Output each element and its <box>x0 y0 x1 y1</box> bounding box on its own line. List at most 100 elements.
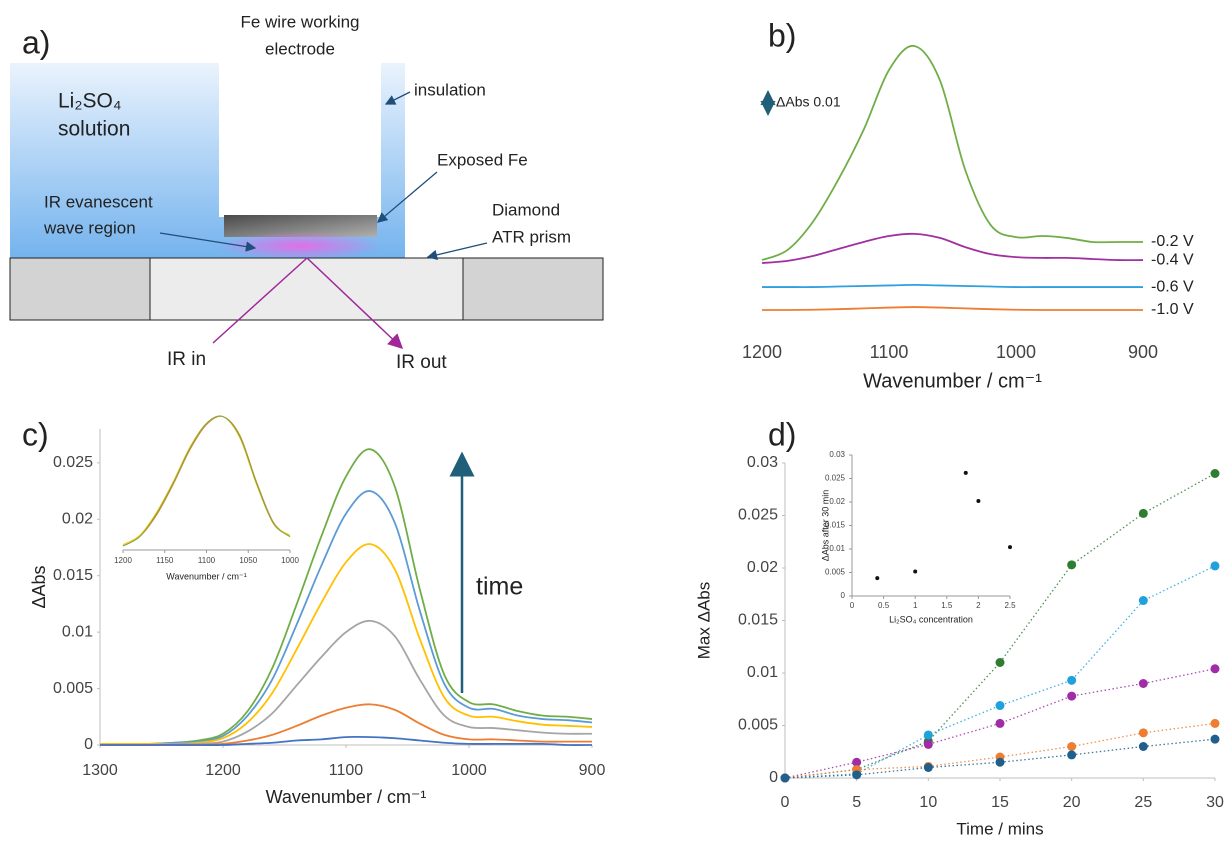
data-point <box>923 730 933 740</box>
y-axis-label: ΔAbs <box>29 565 49 608</box>
y-tick-label: 0.025 <box>53 454 93 471</box>
series-label: -1.0 V <box>1151 301 1194 318</box>
x-tick-label: 1100 <box>870 342 909 362</box>
data-point <box>923 739 933 749</box>
x-tick-label: 2.5 <box>1004 601 1016 610</box>
electrode-label: Fe wire working <box>240 12 359 31</box>
pointer <box>384 91 411 105</box>
exposed-fe <box>224 215 377 237</box>
data-point <box>1210 561 1220 571</box>
y-axis-label: Max ΔAbs <box>694 582 713 660</box>
y-tick-label: 0.02 <box>747 559 778 576</box>
data-point <box>913 569 918 574</box>
data-point <box>1210 664 1220 674</box>
solution-label: Li₂SO₄ <box>58 90 121 113</box>
x-axis-label: Time / mins <box>956 819 1043 838</box>
data-point <box>963 470 968 475</box>
data-point <box>1138 596 1148 606</box>
data-point <box>1067 742 1077 751</box>
y-tick-label: 0 <box>84 736 93 753</box>
x-tick-label: 1000 <box>451 762 487 779</box>
ir-beam <box>212 257 308 344</box>
solution-label: solution <box>58 118 130 141</box>
data-point <box>852 757 862 767</box>
data-line <box>122 415 291 547</box>
x-tick-label: 0 <box>781 794 790 811</box>
x-tick-label: 5 <box>852 794 861 811</box>
panel-label: b) <box>768 17 796 53</box>
prism-label: ATR prism <box>492 227 571 246</box>
y-tick-label: 0.01 <box>747 664 778 681</box>
data-point <box>1067 691 1077 701</box>
electrode <box>219 55 381 217</box>
y-tick-label: 0.01 <box>62 623 93 640</box>
ir-out-label: IR out <box>396 352 447 373</box>
data-point <box>1067 750 1077 760</box>
x-axis-label: Wavenumber / cm⁻¹ <box>863 370 1042 392</box>
y-tick-label: 0.015 <box>53 567 93 584</box>
prism-side <box>9 257 151 321</box>
data-point <box>923 763 933 772</box>
y-tick-label: 0.02 <box>829 497 845 506</box>
annotation: time <box>476 573 523 601</box>
data-point <box>1138 728 1148 738</box>
x-axis-label: Li₂SO₄ concentration <box>889 614 973 624</box>
data-point <box>1008 545 1012 550</box>
data-line <box>100 735 593 746</box>
x-tick-label: 1100 <box>198 556 216 565</box>
pointer <box>426 242 488 260</box>
x-tick-label: 1050 <box>239 556 257 565</box>
cell-diagram: a) Fe wire working electrode Li₂SO₄ solu… <box>9 12 604 373</box>
y-tick-label: 0.025 <box>825 474 846 483</box>
scale-bar-label: ΔAbs 0.01 <box>776 94 841 110</box>
pointer <box>159 232 257 252</box>
y-tick-label: 0.005 <box>53 680 93 697</box>
prism-side <box>462 257 604 321</box>
y-axis-label: ΔAbs after 30 min <box>820 490 830 562</box>
x-tick-label: 0 <box>850 601 855 610</box>
inset-background <box>802 447 1024 628</box>
panel-label: a) <box>22 24 50 60</box>
data-point <box>995 701 1005 711</box>
x-tick-label: 1300 <box>82 762 118 779</box>
y-tick-label: 0.015 <box>738 612 778 629</box>
x-tick-label: 900 <box>579 762 606 779</box>
panel-label: d) <box>768 416 796 452</box>
x-tick-label: 30 <box>1206 794 1224 811</box>
data-line <box>100 490 593 745</box>
y-tick-label: 0.03 <box>829 450 845 459</box>
trend-line <box>784 722 1216 779</box>
x-tick-label: 1150 <box>156 556 174 565</box>
series-label: -0.2 V <box>1151 233 1194 250</box>
panel-label: c) <box>22 416 49 452</box>
data-point <box>1067 560 1077 570</box>
y-tick-label: 0.03 <box>747 454 778 471</box>
series-label: -0.4 V <box>1151 251 1194 268</box>
data-point <box>1067 675 1077 685</box>
evanescent-label: IR evanescent <box>44 192 153 211</box>
data-point <box>995 658 1005 667</box>
data-point <box>995 757 1005 767</box>
x-tick-label: 1200 <box>205 762 241 779</box>
exposed-label: Exposed Fe <box>437 150 528 169</box>
x-tick-label: 20 <box>1063 794 1081 811</box>
data-point <box>1210 718 1220 728</box>
y-tick-label: 0.005 <box>738 717 778 734</box>
x-tick-label: 1 <box>913 601 918 610</box>
data-line <box>122 415 291 546</box>
y-tick-label: 0.02 <box>62 511 93 528</box>
data-point <box>1210 734 1220 744</box>
data-line <box>762 283 1143 288</box>
insulation-label: insulation <box>414 80 486 99</box>
x-tick-label: 1200 <box>114 556 132 565</box>
series-label: -0.6 V <box>1151 278 1194 295</box>
electrode-label: electrode <box>265 39 335 58</box>
x-axis-label: Wavenumber / cm⁻¹ <box>266 787 427 807</box>
prism <box>149 257 464 321</box>
x-axis-label: Wavenumber / cm⁻¹ <box>166 571 246 581</box>
y-tick-label: 0.01 <box>829 544 845 553</box>
ir-in-label: IR in <box>167 349 206 370</box>
y-tick-label: 0.005 <box>825 568 846 577</box>
